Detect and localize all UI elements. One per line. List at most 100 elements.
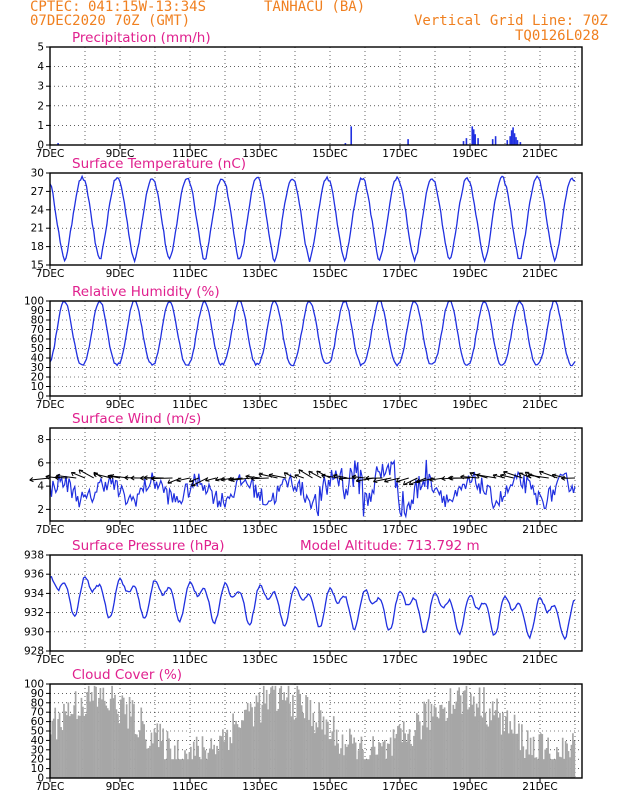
cloud-bar [210,738,213,778]
cloud-bar [557,752,560,778]
cloud-bar [71,714,74,778]
precip-bar [471,126,474,145]
y-tick-label: 100 [24,679,44,691]
cloud-bar [404,733,407,778]
wind-arrow-head [429,479,434,482]
wind-arrow-head [150,478,155,481]
x-tick-label: 17DEC [382,524,417,536]
wind-arrow-head [130,475,135,479]
cloud-bar [503,731,506,778]
y-tick-label: 70 [31,324,44,336]
wind-arrow-head [107,474,112,477]
wind-arrow-head [245,474,250,477]
humidity-line [49,299,576,367]
cloud-bar [146,748,148,778]
y-tick-label: 30 [31,744,44,756]
cloud-bar [537,759,539,778]
cloud-bar [284,700,287,778]
cloud-bar [330,738,332,778]
wind-arrow-head [56,473,61,476]
wind-arrow [525,471,541,479]
wind-arrow-head [448,475,452,479]
cloud-bar [152,743,154,778]
y-tick-label: 40 [31,353,44,365]
cloud-bar [470,693,472,778]
wind-arrow [167,477,182,484]
cloud-bar [513,714,516,778]
precip-bar [474,134,476,145]
wind-arrow-head [228,476,232,481]
wind-arrow-head [205,477,209,481]
wind-arrow-head [561,475,565,479]
cloud-bar [570,744,573,778]
x-tick-label: 21DEC [522,781,557,793]
x-tick-label: 13DEC [242,524,277,536]
x-tick-label: 15DEC [312,399,347,411]
cloud-bar [181,759,183,778]
cloud-bar [407,733,409,778]
wind-arrow-head [441,476,446,480]
cloud-bar [124,714,127,778]
cloud-bar [350,734,353,778]
wind-arrow [220,477,234,481]
cloud-bar [395,733,398,778]
cloud-bar [101,699,103,778]
cloud-bar [236,724,239,778]
cloud-bar [77,715,80,778]
cloud-bar [134,733,137,778]
cloud-bar [560,757,563,778]
cloud-bar [270,687,272,778]
panel-title: Surface Pressure (hPa) [72,538,225,554]
y-tick-label: 27 [31,186,44,198]
x-tick-label: 11DEC [172,148,207,160]
cloud-bar [392,729,395,778]
wind-arrow [333,474,348,479]
cloud-bar [459,695,462,778]
cloud-bar [144,739,147,778]
precip-bar [465,138,468,145]
cloud-bar [153,728,156,778]
wind-arrow [409,477,427,486]
y-tick-label: 30 [31,362,44,374]
cloud-bar [462,691,465,778]
wind-arrow [384,477,401,483]
cloud-bar [442,708,444,778]
cloud-bar [156,723,159,778]
cloud-bar [471,704,474,778]
wind-arrow-head [333,474,337,479]
wind-arrow-head [188,477,192,482]
cloud-bar [232,713,234,778]
y-tick-label: 15 [31,260,44,272]
cloud-bar [483,687,485,778]
wind-arrow-head [384,478,388,482]
cloud-bar [176,740,179,778]
wind-arrow [176,477,191,482]
cloud-bar [238,727,240,778]
cloud-bar [346,746,348,778]
cloud-bar [569,757,571,778]
cloud-bar [220,736,223,778]
cloud-bar [235,720,237,778]
wind-arrow-head [29,477,34,481]
cloud-bar [421,725,424,778]
cloud-bar [558,756,561,778]
cloud-bar [523,758,526,778]
wind-arrow-head [500,473,505,476]
cloud-bar [385,759,388,778]
cloud-bar [312,712,315,778]
header-code: TQ0126L028 [515,28,600,44]
x-tick-label: 9DEC [106,781,135,793]
wind-arrow-head [493,473,498,476]
x-tick-label: 15DEC [312,654,347,666]
cloud-bar [207,752,210,778]
cloud-bar [200,759,202,778]
cloud-bar [73,705,75,778]
wind-arrow-head [268,473,274,476]
cloud-bar [505,716,507,778]
cloud-bar [203,747,205,778]
precip-bar [512,127,514,145]
cloud-bar [353,737,355,778]
cloud-bar [465,685,468,778]
cloud-bar [87,685,90,778]
cloud-bar [337,743,339,778]
